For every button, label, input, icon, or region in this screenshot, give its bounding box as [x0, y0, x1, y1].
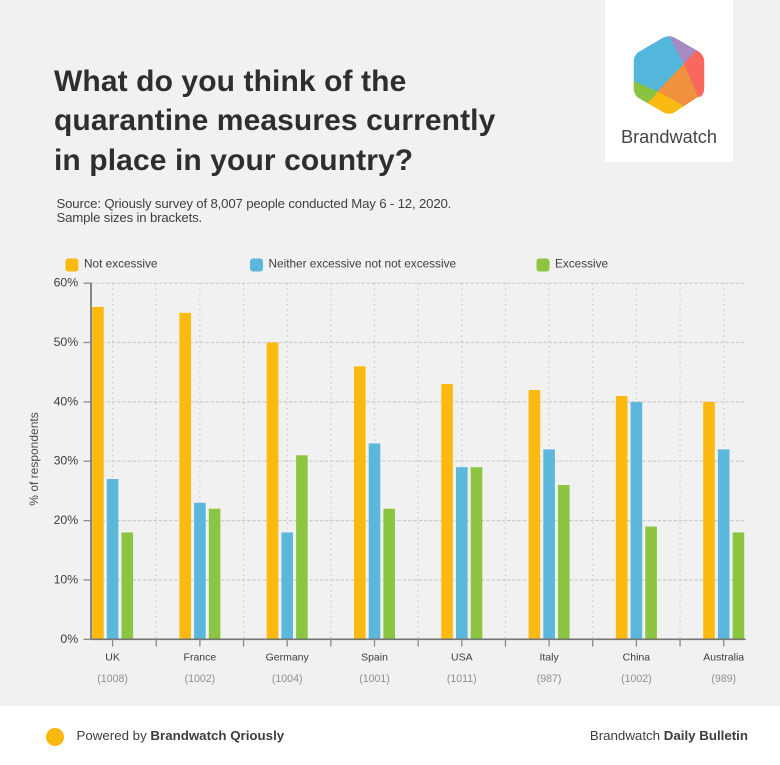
svg-text:(1008): (1008)	[97, 673, 128, 685]
svg-text:USA: USA	[451, 652, 473, 664]
svg-text:France: France	[184, 652, 217, 664]
svg-text:10%: 10%	[54, 572, 79, 586]
svg-text:Neither excessive not not exce: Neither excessive not not excessive	[269, 257, 457, 271]
svg-text:0%: 0%	[60, 632, 78, 646]
svg-text:Germany: Germany	[266, 652, 310, 664]
svg-text:60%: 60%	[54, 276, 79, 290]
svg-text:20%: 20%	[54, 513, 79, 527]
svg-text:Spain: Spain	[361, 652, 388, 664]
svg-text:(1011): (1011)	[447, 673, 477, 685]
svg-text:(987): (987)	[537, 673, 562, 685]
svg-text:(1004): (1004)	[272, 673, 303, 685]
svg-text:Excessive: Excessive	[555, 257, 609, 271]
svg-text:50%: 50%	[54, 335, 79, 349]
svg-text:Australia: Australia	[703, 652, 744, 664]
svg-text:UK: UK	[105, 652, 120, 664]
svg-text:(989): (989)	[711, 673, 736, 685]
svg-text:% of respondents: % of respondents	[27, 412, 41, 505]
svg-text:30%: 30%	[54, 454, 79, 468]
svg-text:40%: 40%	[54, 394, 79, 408]
svg-text:China: China	[623, 652, 651, 664]
svg-text:(1001): (1001)	[359, 673, 390, 685]
svg-text:(1002): (1002)	[185, 673, 216, 685]
svg-text:Not excessive: Not excessive	[84, 257, 158, 271]
svg-text:(1002): (1002)	[621, 673, 652, 685]
svg-text:Italy: Italy	[539, 652, 559, 664]
